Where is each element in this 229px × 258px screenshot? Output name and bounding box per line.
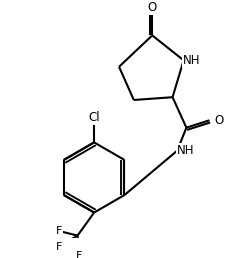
Text: Cl: Cl (88, 111, 100, 124)
Text: F: F (56, 242, 62, 252)
Text: F: F (56, 226, 62, 236)
Text: O: O (213, 114, 222, 127)
Text: O: O (147, 1, 156, 14)
Text: NH: NH (182, 54, 200, 67)
Text: NH: NH (176, 144, 193, 157)
Text: F: F (76, 251, 82, 258)
